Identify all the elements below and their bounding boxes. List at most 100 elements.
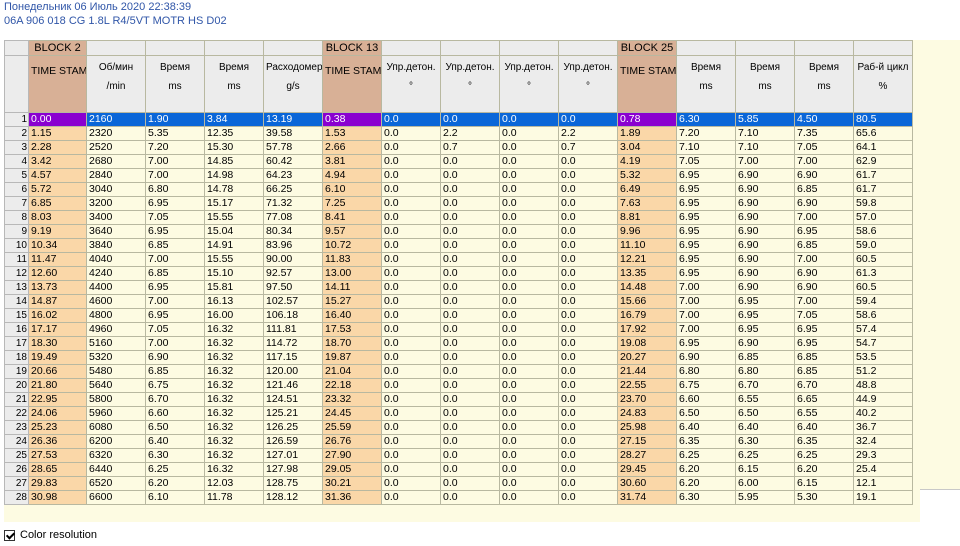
table-cell[interactable]: 2680 bbox=[86, 154, 146, 169]
table-cell[interactable]: 14.85 bbox=[204, 154, 264, 169]
table-cell[interactable]: 60.42 bbox=[263, 154, 323, 169]
table-cell[interactable]: 16.32 bbox=[204, 392, 264, 407]
table-cell[interactable]: 7.35 bbox=[794, 126, 854, 141]
table-cell[interactable]: 6.30 bbox=[676, 490, 736, 505]
table-cell[interactable]: 2160 bbox=[86, 112, 146, 127]
table-row[interactable]: 12 12.60 4240 6.85 15.10 92.57 13.00 0.0 0.0 0.0 0… bbox=[4, 266, 913, 281]
table-cell[interactable]: 0.0 bbox=[440, 154, 500, 169]
table-cell[interactable]: 15.04 bbox=[204, 224, 264, 239]
timestamp-cell[interactable]: 22.55 bbox=[617, 378, 677, 393]
row-number[interactable]: 17 bbox=[4, 336, 29, 351]
table-cell[interactable]: 32.4 bbox=[853, 434, 913, 449]
timestamp-cell[interactable]: 14.87 bbox=[28, 294, 87, 309]
table-cell[interactable]: 12.1 bbox=[853, 476, 913, 491]
table-cell[interactable]: 80.34 bbox=[263, 224, 323, 239]
table-cell[interactable]: 25.4 bbox=[853, 462, 913, 477]
table-cell[interactable]: 6.25 bbox=[145, 462, 205, 477]
table-cell[interactable]: 3040 bbox=[86, 182, 146, 197]
timestamp-cell[interactable]: 29.83 bbox=[28, 476, 87, 491]
timestamp-cell[interactable]: 10.72 bbox=[322, 238, 382, 253]
table-cell[interactable]: 83.96 bbox=[263, 238, 323, 253]
table-cell[interactable]: 6.10 bbox=[145, 490, 205, 505]
row-number[interactable]: 28 bbox=[4, 490, 29, 505]
table-cell[interactable]: 7.10 bbox=[676, 140, 736, 155]
table-cell[interactable]: 6.50 bbox=[735, 406, 795, 421]
timestamp-cell[interactable]: 21.80 bbox=[28, 378, 87, 393]
table-row[interactable]: 16 17.17 4960 7.05 16.32 111.81 17.53 0.0 0.0 0.0… bbox=[4, 322, 913, 337]
table-cell[interactable]: 59.0 bbox=[853, 238, 913, 253]
column-header[interactable]: TIME STAMP bbox=[28, 55, 87, 113]
row-number[interactable]: 2 bbox=[4, 126, 29, 141]
table-cell[interactable]: 6.30 bbox=[145, 448, 205, 463]
table-cell[interactable]: 0.0 bbox=[558, 350, 618, 365]
column-header[interactable]: Об/мин/min bbox=[86, 55, 146, 113]
table-row[interactable]: 17 18.30 5160 7.00 16.32 114.72 18.70 0.0 0.0 0.0… bbox=[4, 336, 913, 351]
table-cell[interactable]: 0.0 bbox=[440, 434, 500, 449]
table-cell[interactable]: 0.0 bbox=[558, 420, 618, 435]
table-cell[interactable]: 0.0 bbox=[558, 294, 618, 309]
table-cell[interactable]: 0.0 bbox=[381, 210, 441, 225]
table-cell[interactable]: 0.0 bbox=[499, 224, 559, 239]
table-cell[interactable]: 6.15 bbox=[735, 462, 795, 477]
table-cell[interactable]: 6.20 bbox=[145, 476, 205, 491]
timestamp-cell[interactable]: 10.34 bbox=[28, 238, 87, 253]
timestamp-cell[interactable]: 27.15 bbox=[617, 434, 677, 449]
table-cell[interactable]: 6200 bbox=[86, 434, 146, 449]
timestamp-cell[interactable]: 3.81 bbox=[322, 154, 382, 169]
table-cell[interactable]: 90.00 bbox=[263, 252, 323, 267]
table-cell[interactable]: 4400 bbox=[86, 280, 146, 295]
row-number[interactable]: 15 bbox=[4, 308, 29, 323]
timestamp-cell[interactable]: 22.18 bbox=[322, 378, 382, 393]
table-cell[interactable]: 5.95 bbox=[735, 490, 795, 505]
table-cell[interactable]: 6.85 bbox=[735, 350, 795, 365]
table-cell[interactable]: 6.95 bbox=[145, 196, 205, 211]
table-cell[interactable]: 6.20 bbox=[676, 462, 736, 477]
table-cell[interactable]: 13.19 bbox=[263, 112, 323, 127]
row-number[interactable]: 18 bbox=[4, 350, 29, 365]
table-cell[interactable]: 60.5 bbox=[853, 280, 913, 295]
timestamp-cell[interactable]: 7.63 bbox=[617, 196, 677, 211]
table-cell[interactable]: 6.80 bbox=[735, 364, 795, 379]
table-cell[interactable]: 6.90 bbox=[735, 280, 795, 295]
table-cell[interactable]: 14.78 bbox=[204, 182, 264, 197]
table-cell[interactable]: 0.0 bbox=[499, 126, 559, 141]
table-cell[interactable]: 5800 bbox=[86, 392, 146, 407]
timestamp-cell[interactable]: 26.36 bbox=[28, 434, 87, 449]
table-cell[interactable]: 7.00 bbox=[145, 252, 205, 267]
timestamp-cell[interactable]: 22.95 bbox=[28, 392, 87, 407]
table-cell[interactable]: 0.0 bbox=[440, 266, 500, 281]
table-cell[interactable]: 16.32 bbox=[204, 434, 264, 449]
timestamp-cell[interactable]: 5.32 bbox=[617, 168, 677, 183]
timestamp-cell[interactable]: 3.04 bbox=[617, 140, 677, 155]
table-cell[interactable]: 0.0 bbox=[499, 140, 559, 155]
table-cell[interactable]: 0.0 bbox=[381, 252, 441, 267]
table-cell[interactable]: 6.90 bbox=[735, 238, 795, 253]
timestamp-cell[interactable]: 1.89 bbox=[617, 126, 677, 141]
table-cell[interactable]: 48.8 bbox=[853, 378, 913, 393]
row-number[interactable]: 6 bbox=[4, 182, 29, 197]
table-cell[interactable]: 127.98 bbox=[263, 462, 323, 477]
timestamp-cell[interactable]: 29.45 bbox=[617, 462, 677, 477]
column-header[interactable]: TIME STAMP bbox=[322, 55, 382, 113]
table-cell[interactable]: 6.70 bbox=[735, 378, 795, 393]
table-cell[interactable]: 6.75 bbox=[676, 378, 736, 393]
table-cell[interactable]: 3200 bbox=[86, 196, 146, 211]
row-number[interactable]: 26 bbox=[4, 462, 29, 477]
timestamp-cell[interactable]: 20.27 bbox=[617, 350, 677, 365]
row-number[interactable]: 27 bbox=[4, 476, 29, 491]
timestamp-cell[interactable]: 17.92 bbox=[617, 322, 677, 337]
timestamp-cell[interactable]: 30.21 bbox=[322, 476, 382, 491]
timestamp-cell[interactable]: 25.23 bbox=[28, 420, 87, 435]
table-cell[interactable]: 0.0 bbox=[499, 252, 559, 267]
timestamp-cell[interactable]: 31.74 bbox=[617, 490, 677, 505]
timestamp-cell[interactable]: 4.19 bbox=[617, 154, 677, 169]
table-cell[interactable]: 0.0 bbox=[440, 490, 500, 505]
table-cell[interactable]: 0.0 bbox=[499, 210, 559, 225]
table-cell[interactable]: 4960 bbox=[86, 322, 146, 337]
table-cell[interactable]: 0.0 bbox=[381, 392, 441, 407]
table-cell[interactable]: 7.00 bbox=[794, 294, 854, 309]
column-header[interactable]: TIME STAMP bbox=[617, 55, 677, 113]
table-cell[interactable]: 0.0 bbox=[558, 112, 618, 127]
table-cell[interactable]: 6.95 bbox=[145, 280, 205, 295]
